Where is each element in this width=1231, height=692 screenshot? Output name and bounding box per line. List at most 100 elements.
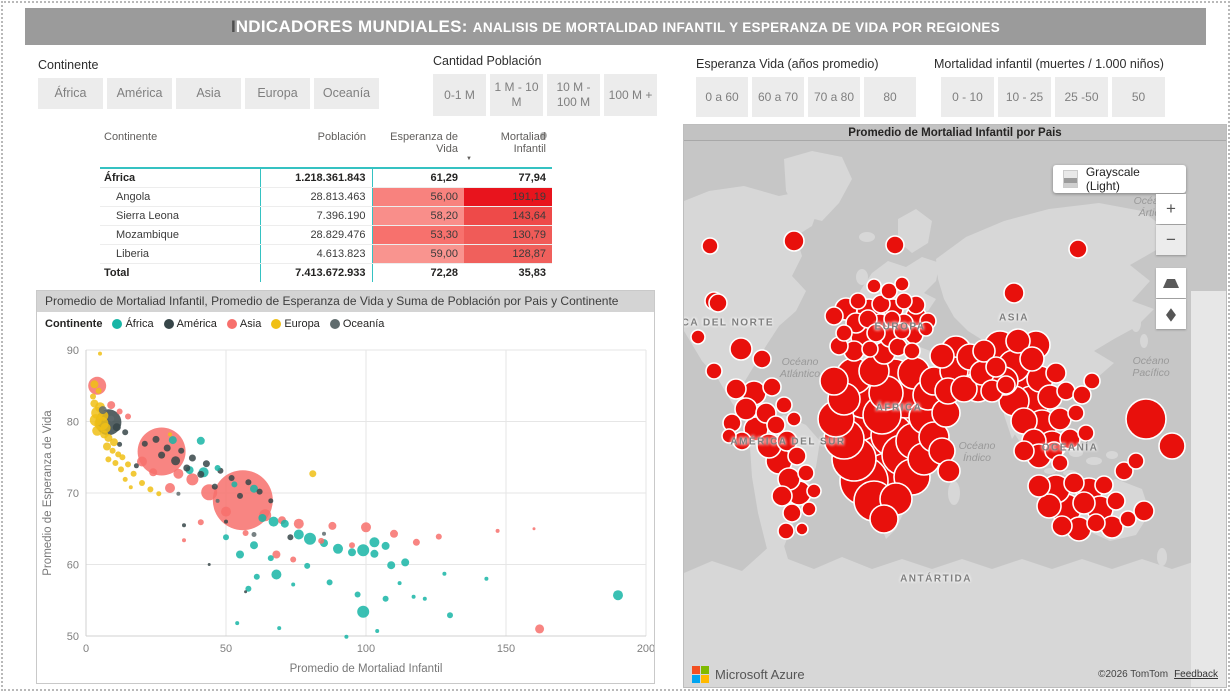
scatter-bubble[interactable] (224, 519, 228, 524)
scatter-bubble[interactable] (165, 483, 175, 493)
scatter-bubble[interactable] (244, 590, 248, 594)
scatter-bubble[interactable] (250, 541, 258, 550)
scatter-bubble[interactable] (422, 596, 427, 601)
scatter-bubble[interactable] (382, 595, 389, 602)
scatter-bubble[interactable] (109, 447, 116, 454)
map-bubble[interactable] (1045, 362, 1067, 384)
table-column-header[interactable]: Esperanza de Vida (390, 131, 458, 155)
map-bubble[interactable] (893, 322, 911, 340)
map-bubble[interactable] (1094, 475, 1114, 495)
filter-option-button[interactable]: 0 a 60 (696, 77, 748, 117)
scatter-bubble[interactable] (258, 514, 267, 522)
scatter-plot-area[interactable]: 50 60 70 80 90 0 50 100 150 200 Promedio de Mortal… (37, 336, 655, 683)
scatter-bubble[interactable] (182, 538, 186, 543)
map-bubble[interactable] (866, 278, 882, 294)
filter-option-button[interactable]: 0 - 10 (941, 77, 994, 117)
scatter-bubble[interactable] (397, 581, 402, 586)
map-bubble[interactable] (1005, 328, 1031, 354)
map-bubble[interactable] (1083, 372, 1101, 390)
scatter-bubble[interactable] (495, 528, 500, 533)
scatter-bubble[interactable] (370, 549, 379, 558)
scatter-bubble[interactable] (125, 413, 131, 420)
map-bubble[interactable] (903, 342, 921, 360)
scatter-bubble[interactable] (280, 519, 289, 528)
legend-item[interactable]: Europa (271, 318, 320, 330)
scatter-bubble[interactable] (108, 415, 115, 422)
filter-option-button[interactable]: 50 (1112, 77, 1165, 117)
scatter-bubble[interactable] (221, 506, 231, 517)
scatter-bubble[interactable] (128, 485, 133, 490)
map-bubble[interactable] (701, 237, 719, 255)
scatter-bubble[interactable] (253, 573, 260, 580)
scatter-bubble[interactable] (173, 468, 184, 479)
map-bubble[interactable] (861, 340, 879, 358)
scatter-bubble[interactable] (412, 538, 420, 546)
filter-option-button[interactable]: Europa (245, 78, 310, 109)
filter-option-button[interactable]: 100 M + (604, 74, 657, 116)
scatter-bubble[interactable] (236, 550, 244, 559)
map-bubble[interactable] (801, 501, 817, 517)
scatter-bubble[interactable] (411, 594, 416, 599)
map-bubble[interactable] (895, 292, 913, 310)
scatter-bubble[interactable] (322, 531, 326, 536)
map-bubble[interactable] (835, 324, 853, 342)
map-bubble[interactable] (776, 430, 798, 452)
map-bubble[interactable] (883, 310, 901, 328)
scatter-bubble[interactable] (242, 530, 249, 536)
map-bubble[interactable] (929, 343, 955, 369)
scatter-bubble[interactable] (250, 484, 258, 493)
table-row[interactable]: Angola 28.813.463 56,00 191,19 (100, 187, 552, 207)
scatter-bubble[interactable] (163, 444, 171, 452)
scatter-bubble[interactable] (103, 442, 111, 451)
scatter-bubble[interactable] (95, 387, 102, 394)
scatter-bubble[interactable] (357, 605, 370, 618)
map-bubble[interactable] (950, 375, 978, 403)
table-row[interactable]: Total 7.413.672.933 72,28 35,83 (100, 263, 552, 282)
filter-option-button[interactable]: Oceanía (314, 78, 379, 109)
scatter-bubble[interactable] (137, 456, 147, 467)
map-bubble[interactable] (894, 276, 910, 292)
map-bubble[interactable] (1027, 474, 1051, 498)
table-column-header[interactable]: Mortaliad Infantil ▼ (466, 131, 546, 162)
map-bubble[interactable] (885, 235, 905, 255)
scatter-bubble[interactable] (110, 438, 118, 447)
scatter-bubble[interactable] (251, 532, 257, 537)
zoom-out-button[interactable]: − (1156, 225, 1186, 255)
scatter-bubble[interactable] (401, 558, 410, 567)
scatter-bubble[interactable] (197, 470, 205, 478)
scatter-bubble[interactable] (122, 476, 128, 482)
scatter-bubble[interactable] (112, 423, 121, 432)
map-bubble[interactable] (777, 522, 795, 540)
map-bubble[interactable] (849, 292, 867, 310)
map-bubble[interactable] (1158, 432, 1186, 460)
legend-item[interactable]: América (163, 318, 217, 330)
map-bubble[interactable] (782, 503, 802, 523)
map-bubble[interactable] (1059, 428, 1081, 450)
scatter-bubble[interactable] (152, 435, 160, 443)
scatter-bubble[interactable] (435, 533, 442, 540)
scatter-bubble[interactable] (287, 534, 294, 541)
scatter-bubble[interactable] (357, 544, 370, 557)
scatter-bubble[interactable] (235, 621, 240, 626)
map-bubble[interactable] (729, 337, 753, 361)
table-row[interactable]: Mozambique 28.829.476 53,30 130,79 (100, 225, 552, 245)
map-bubble[interactable] (1013, 440, 1035, 462)
scatter-bubble[interactable] (228, 475, 235, 481)
scatter-bubble[interactable] (104, 433, 113, 442)
scatter-bubble[interactable] (390, 529, 398, 538)
filter-option-button[interactable]: 80 (864, 77, 916, 117)
scatter-bubble[interactable] (98, 351, 102, 356)
map-bubble[interactable] (1056, 381, 1076, 401)
scatter-bubble[interactable] (156, 491, 162, 497)
scatter-bubble[interactable] (147, 486, 154, 493)
filter-option-button[interactable]: 10 M - 100 M (547, 74, 600, 116)
scatter-bubble[interactable] (532, 527, 536, 531)
table-row[interactable]: Liberia 4.613.823 59,00 128,87 (100, 244, 552, 264)
legend-item[interactable]: África (112, 318, 154, 330)
scatter-bubble[interactable] (613, 590, 623, 601)
filter-option-button[interactable]: 70 a 80 (808, 77, 860, 117)
map-bubble[interactable] (1106, 491, 1126, 511)
map-bubble[interactable] (824, 306, 844, 326)
map-bubble[interactable] (708, 293, 728, 313)
map-bubble[interactable] (797, 464, 815, 482)
